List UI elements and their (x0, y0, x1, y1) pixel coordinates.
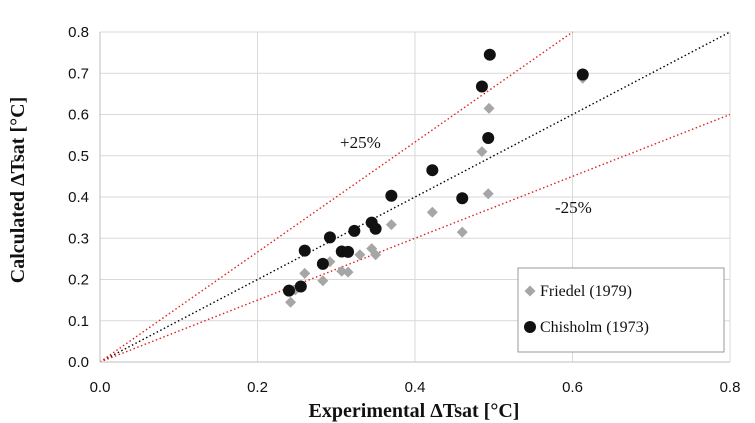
chisholm-point-10 (385, 189, 398, 202)
friedel-point-15 (483, 102, 495, 114)
chisholm-point-2 (298, 244, 311, 257)
legend-marker-chisholm (524, 321, 536, 333)
friedel-point-7 (354, 249, 366, 261)
y-tick-label-7: 0.7 (68, 65, 89, 82)
data-points (283, 48, 589, 308)
reference-line-2 (99, 113, 731, 363)
axes (99, 32, 730, 363)
friedel-point-6 (342, 266, 354, 278)
series-1 (283, 48, 589, 297)
x-tick-label-4: 0.8 (720, 379, 741, 396)
legend-box (517, 267, 725, 353)
chisholm-point-16 (576, 68, 589, 81)
friedel-point-12 (456, 226, 468, 238)
y-tick-label-6: 0.6 (68, 107, 89, 124)
chisholm-point-3 (316, 257, 329, 270)
chisholm-point-1 (294, 280, 307, 293)
legend: Friedel (1979) Chisholm (1973) (517, 267, 725, 353)
legend-marker-friedel (524, 285, 536, 297)
x-axis-title: Experimental ΔTsat [°C] (309, 400, 520, 422)
y-tick-label-8: 0.8 (68, 24, 89, 41)
chisholm-point-15 (483, 48, 496, 61)
y-tick-label-1: 0.1 (68, 313, 89, 330)
x-tick-label-3: 0.6 (562, 379, 583, 396)
legend-diamond-marker (524, 285, 536, 297)
x-tick-label-0: 0.0 (90, 379, 111, 396)
chisholm-point-6 (342, 245, 355, 258)
friedel-point-11 (426, 206, 438, 218)
reference-line-1 (99, 31, 574, 363)
chisholm-point-14 (482, 132, 495, 145)
friedel-point-9 (370, 249, 382, 261)
series-0 (285, 72, 589, 308)
gridlines (100, 31, 731, 362)
chisholm-point-7 (348, 224, 361, 237)
y-tick-label-4: 0.4 (68, 189, 89, 206)
chisholm-point-9 (369, 222, 382, 235)
friedel-point-3 (317, 275, 329, 287)
legend-circle-marker (524, 321, 536, 333)
x-tick-label-1: 0.2 (247, 379, 268, 396)
ref-label-plus-25: +25% (340, 133, 381, 152)
y-tick-label-0: 0.0 (68, 354, 89, 371)
ref-label-minus-25: -25% (555, 198, 592, 217)
friedel-point-14 (482, 188, 494, 200)
y-tick-label-5: 0.5 (68, 148, 89, 165)
chisholm-point-13 (475, 80, 488, 93)
chisholm-point-4 (323, 231, 336, 244)
legend-label-chisholm: Chisholm (1973) (540, 319, 649, 336)
reference-line-0 (99, 31, 731, 363)
chisholm-point-11 (426, 164, 439, 177)
chisholm-point-12 (456, 192, 469, 205)
friedel-point-13 (476, 146, 488, 158)
friedel-point-2 (299, 267, 311, 279)
y-tick-label-3: 0.3 (68, 230, 89, 247)
friedel-point-0 (285, 296, 297, 308)
tick-labels: 0.0 0.1 0.2 0.3 0.4 0.5 0.6 0.7 0.8 0.0 0.2 0.4 0.6 0… (68, 24, 740, 396)
friedel-point-10 (385, 219, 397, 231)
legend-label-friedel: Friedel (1979) (540, 283, 632, 300)
chisholm-point-0 (283, 284, 295, 297)
x-tick-label-2: 0.4 (405, 379, 426, 396)
y-tick-label-2: 0.2 (68, 272, 89, 289)
y-axis-title: Calculated ΔTsat [°C] (7, 97, 29, 283)
reference-lines (99, 31, 731, 363)
